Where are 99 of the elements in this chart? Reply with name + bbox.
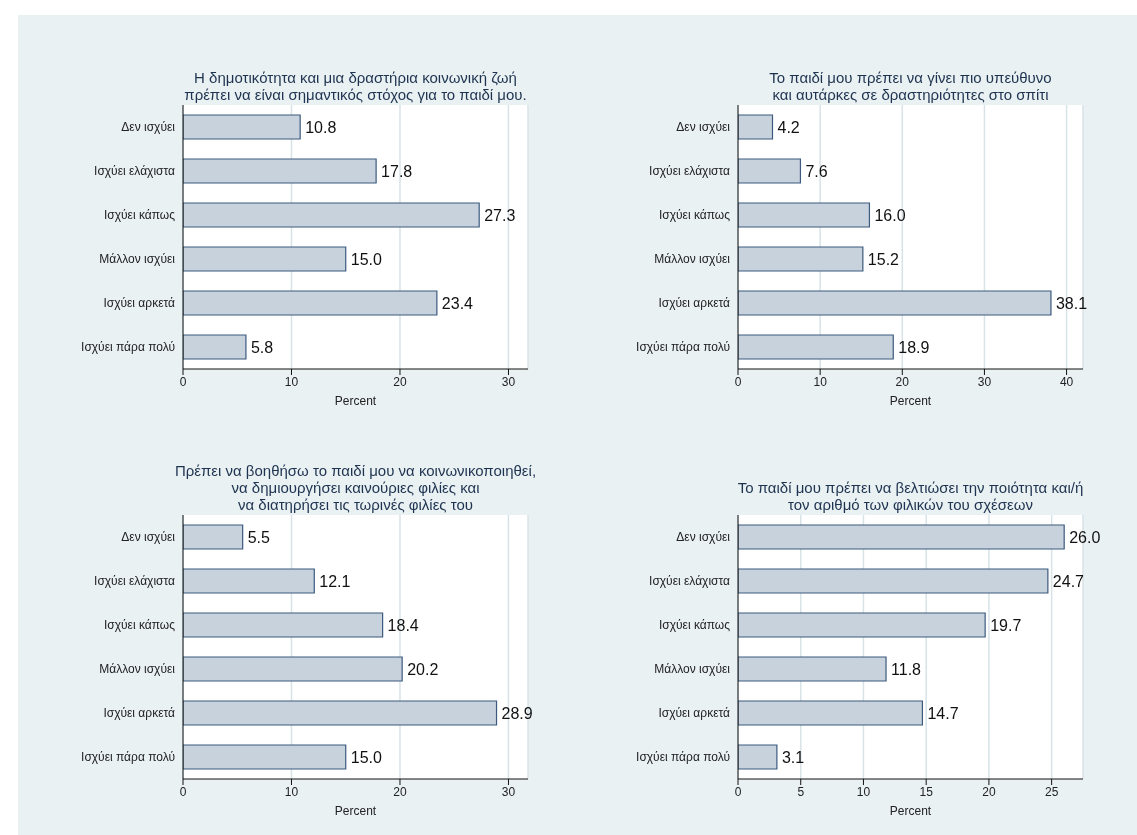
data-label: 17.8 bbox=[381, 162, 413, 180]
bar bbox=[183, 656, 403, 682]
y-tick-label: Μάλλον ισχύει bbox=[654, 662, 731, 677]
data-label: 24.7 bbox=[1052, 572, 1085, 590]
bar bbox=[183, 568, 315, 594]
y-tick-label: Ισχύει ελάχιστα bbox=[649, 574, 731, 589]
data-label: 20.2 bbox=[407, 660, 439, 678]
bar bbox=[183, 612, 384, 638]
x-tick-label: 40 bbox=[1059, 374, 1074, 389]
bar bbox=[183, 202, 480, 228]
data-label: 16.0 bbox=[874, 206, 906, 224]
x-tick-label: 25 bbox=[1044, 784, 1059, 799]
data-label: 3.1 bbox=[781, 748, 805, 766]
y-tick-label: Ισχύει ελάχιστα bbox=[649, 164, 731, 179]
bar bbox=[183, 290, 438, 316]
x-tick-label: 20 bbox=[895, 374, 910, 389]
bar bbox=[738, 290, 1052, 316]
data-label: 5.8 bbox=[250, 338, 274, 356]
chart-title: Η δημοτικότητα και μια δραστήρια κοινωνική ζωή πρέπει να είναι σημαντικός στόχος για το παιδί μου. bbox=[184, 69, 527, 103]
y-tick-label: Μάλλον ισχύει bbox=[654, 252, 731, 267]
data-label: 27.3 bbox=[484, 206, 516, 224]
x-axis-title: Percent bbox=[889, 804, 932, 818]
y-tick-label: Ισχύει ελάχιστα bbox=[94, 164, 176, 179]
x-tick-label: 20 bbox=[393, 784, 407, 799]
y-tick-label: Ισχύει πάρα πολύ bbox=[81, 750, 175, 765]
data-label: 10.8 bbox=[305, 118, 337, 136]
x-axis-title: Percent bbox=[889, 394, 932, 408]
bar bbox=[738, 334, 894, 360]
x-tick-label: 30 bbox=[501, 784, 516, 799]
y-tick-label: Ισχύει αρκετά bbox=[658, 706, 731, 721]
x-axis-title: Percent bbox=[334, 394, 377, 408]
bar bbox=[738, 158, 802, 184]
x-tick-label: 5 bbox=[797, 784, 805, 799]
y-tick-label: Ισχύει κάπως bbox=[103, 618, 176, 633]
data-label: 4.2 bbox=[777, 118, 800, 136]
x-tick-label: 30 bbox=[977, 374, 992, 389]
y-tick-label: Ισχύει πάρα πολύ bbox=[636, 340, 730, 355]
x-tick-label: 0 bbox=[734, 374, 742, 389]
data-label: 18.9 bbox=[898, 338, 930, 356]
bar bbox=[183, 158, 377, 184]
x-tick-label: 20 bbox=[393, 374, 407, 389]
y-tick-label: Ισχύει κάπως bbox=[658, 618, 731, 633]
data-label: 12.1 bbox=[319, 572, 351, 590]
chart-title: Πρέπει να βοηθήσω το παιδί μου να κοινωνικοποιηθεί, να δημιουργήσει καινούριες φιλίες και να διατηρήσει τις τωρινές φιλίες του bbox=[174, 462, 537, 513]
data-label: 11.8 bbox=[891, 660, 922, 678]
data-label: 26.0 bbox=[1069, 528, 1101, 546]
bar bbox=[738, 744, 778, 770]
bar bbox=[738, 612, 986, 638]
y-tick-label: Δεν ισχύει bbox=[676, 120, 731, 135]
bar bbox=[738, 524, 1065, 550]
y-tick-label: Δεν ισχύει bbox=[676, 530, 731, 545]
bar bbox=[738, 700, 924, 726]
y-tick-label: Ισχύει κάπως bbox=[103, 208, 176, 223]
y-tick-label: Μάλλον ισχύει bbox=[99, 662, 176, 677]
x-tick-label: 10 bbox=[813, 374, 828, 389]
data-label: 15.2 bbox=[867, 250, 900, 268]
bar bbox=[738, 202, 871, 228]
bar bbox=[738, 656, 887, 682]
x-tick-label: 10 bbox=[284, 784, 299, 799]
x-tick-label: 0 bbox=[179, 784, 187, 799]
y-tick-label: Δεν ισχύει bbox=[121, 530, 176, 545]
y-tick-label: Ισχύει αρκετά bbox=[103, 296, 176, 311]
bar bbox=[183, 700, 498, 726]
y-tick-label: Ισχύει κάπως bbox=[658, 208, 731, 223]
data-label: 19.7 bbox=[990, 616, 1022, 634]
y-tick-label: Ισχύει ελάχιστα bbox=[94, 574, 176, 589]
data-label: 14.7 bbox=[927, 704, 959, 722]
bar bbox=[183, 246, 347, 272]
data-label: 38.1 bbox=[1055, 294, 1088, 312]
data-label: 7.6 bbox=[805, 162, 828, 180]
y-tick-label: Ισχύει πάρα πολύ bbox=[81, 340, 175, 355]
x-tick-label: 30 bbox=[501, 374, 516, 389]
x-axis-title: Percent bbox=[334, 804, 377, 818]
y-tick-label: Μάλλον ισχύει bbox=[99, 252, 176, 267]
x-tick-label: 0 bbox=[179, 374, 187, 389]
y-tick-label: Ισχύει αρκετά bbox=[658, 296, 731, 311]
data-label: 23.4 bbox=[441, 294, 474, 312]
bar bbox=[183, 524, 244, 550]
y-tick-label: Ισχύει αρκετά bbox=[103, 706, 176, 721]
chart-title: Το παιδί μου πρέπει να βελτιώσει την ποιότητα και/ή τον αριθμό των φιλικών του σχέσεων bbox=[737, 479, 1084, 513]
bar bbox=[183, 334, 247, 360]
data-label: 18.4 bbox=[387, 616, 419, 634]
bar bbox=[738, 568, 1049, 594]
x-tick-label: 15 bbox=[919, 784, 934, 799]
x-tick-label: 20 bbox=[982, 784, 996, 799]
bar bbox=[183, 744, 347, 770]
data-label: 15.0 bbox=[350, 250, 382, 268]
data-label: 5.5 bbox=[247, 528, 271, 546]
x-tick-label: 10 bbox=[856, 784, 871, 799]
bar bbox=[183, 114, 301, 140]
x-tick-label: 0 bbox=[734, 784, 742, 799]
data-label: 28.9 bbox=[501, 704, 533, 722]
x-tick-label: 10 bbox=[284, 374, 299, 389]
y-tick-label: Ισχύει πάρα πολύ bbox=[636, 750, 730, 765]
data-label: 15.0 bbox=[350, 748, 382, 766]
bar bbox=[738, 246, 864, 272]
chart-title: Το παιδί μου πρέπει να γίνει πιο υπεύθυνο και αυτάρκες σε δραστηριότητες στο σπίτι bbox=[769, 69, 1052, 103]
bar bbox=[738, 114, 774, 140]
y-tick-label: Δεν ισχύει bbox=[121, 120, 176, 135]
